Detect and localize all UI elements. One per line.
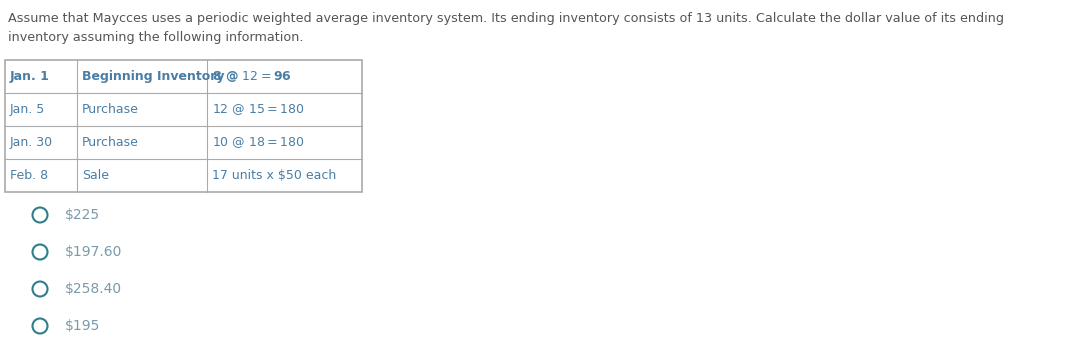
Text: $197.60: $197.60: [66, 245, 122, 259]
Text: $225: $225: [66, 208, 100, 222]
Text: $195: $195: [66, 319, 100, 333]
Circle shape: [33, 319, 47, 333]
Text: 12 @ $15=$180: 12 @ $15=$180: [212, 102, 305, 117]
Circle shape: [33, 245, 47, 260]
Text: Feb. 8: Feb. 8: [10, 169, 48, 182]
Circle shape: [33, 281, 47, 296]
Text: 8 @ $12=$96: 8 @ $12=$96: [212, 69, 292, 84]
Text: Purchase: Purchase: [82, 103, 139, 116]
Text: Assume that Maycces uses a periodic weighted average inventory system. Its endin: Assume that Maycces uses a periodic weig…: [8, 12, 1004, 25]
Text: 17 units x $50 each: 17 units x $50 each: [212, 169, 336, 182]
Text: Jan. 1: Jan. 1: [10, 70, 50, 83]
Circle shape: [33, 208, 47, 222]
Text: 10 @ $18= $180: 10 @ $18= $180: [212, 135, 305, 150]
Text: Beginning Inventory: Beginning Inventory: [82, 70, 225, 83]
Text: Jan. 30: Jan. 30: [10, 136, 54, 149]
Text: Sale: Sale: [82, 169, 109, 182]
Text: inventory assuming the following information.: inventory assuming the following informa…: [8, 31, 304, 44]
Text: Purchase: Purchase: [82, 136, 139, 149]
Text: $258.40: $258.40: [66, 282, 122, 296]
Bar: [5, 60, 363, 192]
Text: Jan. 5: Jan. 5: [10, 103, 45, 116]
